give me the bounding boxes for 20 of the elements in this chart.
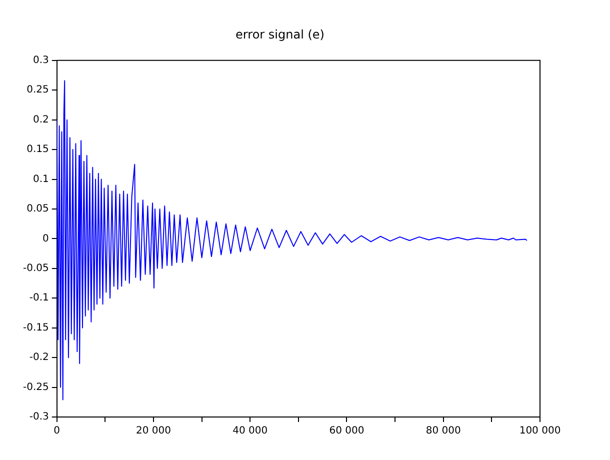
y-tick-label: -0.3 bbox=[29, 412, 49, 423]
y-tick-label: -0.25 bbox=[23, 382, 49, 393]
y-tick-label: 0.15 bbox=[26, 144, 49, 156]
x-tick-label: 0 bbox=[54, 426, 60, 437]
y-tick-label: -0.05 bbox=[23, 263, 49, 274]
y-tick-label: 0 bbox=[42, 233, 49, 244]
y-tick-label: 0.3 bbox=[32, 54, 49, 66]
x-tick-label: 80 000 bbox=[426, 426, 461, 437]
y-tick-label: 0.2 bbox=[32, 114, 49, 126]
y-tick-label: 0.05 bbox=[26, 204, 49, 215]
y-tick-label: -0.15 bbox=[23, 322, 49, 334]
y-tick-label: -0.2 bbox=[29, 352, 49, 364]
x-tick-label: 100 000 bbox=[519, 426, 561, 437]
x-tick-label: 40 000 bbox=[232, 426, 268, 437]
x-tick-label: 20 000 bbox=[136, 426, 171, 437]
y-tick-label: 0.25 bbox=[26, 84, 49, 96]
y-tick-label: 0.1 bbox=[32, 174, 49, 185]
x-tick-label: 60 000 bbox=[329, 426, 364, 437]
chart-title: error signal (e) bbox=[236, 27, 324, 42]
y-tick-label: -0.1 bbox=[29, 292, 49, 304]
